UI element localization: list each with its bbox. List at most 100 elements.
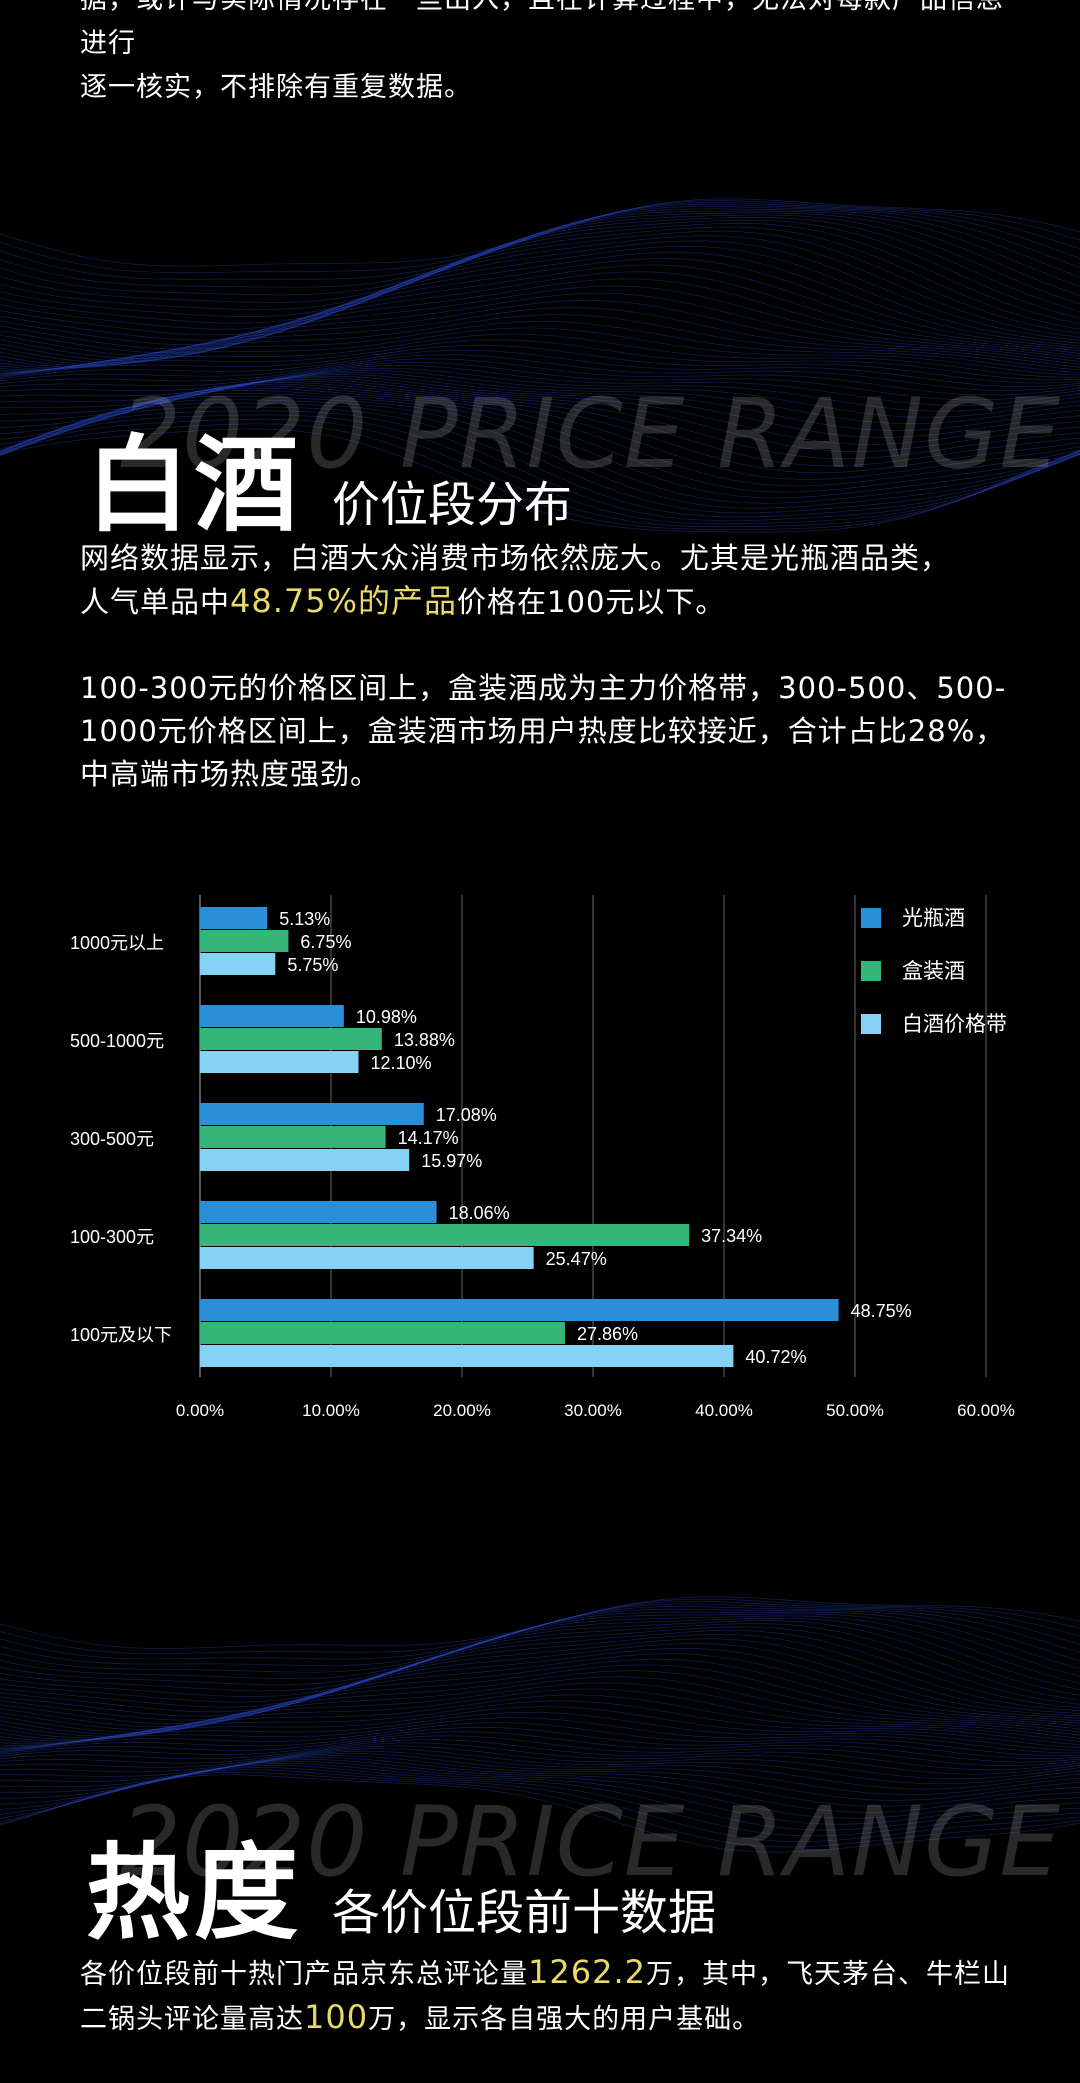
bar (200, 1005, 344, 1027)
section1-watermark: 2020 PRICE RANGE (120, 378, 1062, 490)
section2-text-b: 万，其中，飞天茅台、牛栏山二锅头评论量高达 (80, 1959, 1010, 2035)
wave-line (0, 423, 1080, 530)
wave-line (0, 1603, 1080, 1667)
para1-line-a: 网络数据显示，白酒大众消费市场依然庞大。尤其是光瓶酒品类， (80, 541, 951, 575)
wave-line (0, 377, 1080, 445)
x-tick-label: 20.00% (433, 1401, 491, 1420)
wave-line (0, 333, 1080, 378)
para1-text: 人气单品中 (80, 585, 231, 619)
wave-line (0, 339, 1080, 381)
section1-subtitle: 价位段分布 (332, 477, 573, 533)
category-label: 100元及以下 (70, 1325, 172, 1345)
section2-highlight-1: 1262.2 (528, 1953, 646, 1991)
bar-value-label: 6.75% (300, 932, 351, 952)
wave-line (0, 202, 1080, 280)
wave-line (0, 219, 1080, 336)
wave-line (0, 406, 1080, 518)
wave-line (0, 1706, 1080, 1750)
bar (200, 1149, 410, 1171)
wave-line (0, 1726, 1080, 1760)
section2-subtitle: 各价位段前十数据 (332, 1885, 717, 1941)
wave-line (0, 222, 1080, 341)
wave-line (0, 414, 1080, 525)
bar-value-label: 37.34% (701, 1226, 762, 1246)
wave-line (0, 383, 1080, 474)
wave-line (0, 226, 1080, 346)
bar (200, 1224, 690, 1246)
para1-line-b: 人气单品中48.75%的产品价格在100元以下。 (80, 580, 1020, 624)
wave-line (0, 390, 1080, 493)
wave-line (0, 402, 1080, 514)
section1-paragraph-2: 100-300元的价格区间上，盒装酒成为主力价格带，300-500、500-10… (80, 671, 1007, 791)
wave-line (0, 1642, 1080, 1731)
wave-line (0, 385, 1080, 480)
wave-line (0, 392, 1080, 499)
wave-line (0, 410, 1080, 521)
wave-line (0, 1623, 1080, 1713)
wave-line (0, 1682, 1080, 1743)
legend-swatch (861, 1014, 881, 1034)
wave-line (0, 1753, 1080, 1795)
bar-value-label: 15.97% (421, 1151, 482, 1171)
wave-line (0, 327, 1080, 376)
wave-line (0, 374, 1080, 431)
wave-line (0, 1745, 1080, 1780)
bar (200, 1345, 734, 1367)
wave-line (0, 278, 1080, 368)
section2-highlight-2: 100 (304, 1998, 369, 2036)
wave-line (0, 200, 1080, 274)
x-tick-label: 60.00% (957, 1401, 1015, 1420)
wave-line (0, 1766, 1080, 1837)
price-range-bar-chart: 0.00% 10.00% 20.00% 30.00% 40.00% 50.00% 60.00… (70, 895, 1015, 1420)
wave-line (0, 1630, 1080, 1721)
wave-line (0, 307, 1080, 372)
bar (200, 930, 289, 952)
section1-paragraph-1: 网络数据显示，白酒大众消费市场依然庞大。尤其是光瓶酒品类， 人气单品中48.75… (80, 537, 1020, 624)
wave-line (0, 1676, 1080, 1742)
wave-line (0, 364, 1080, 406)
wave-line (0, 320, 1080, 374)
intro-line-2: 逐一核实，不排除有重复数据。 (80, 72, 472, 103)
wave-line (0, 395, 1080, 504)
wave-line (0, 1764, 1080, 1831)
wave-line (0, 380, 1080, 460)
wave-line (0, 240, 1080, 357)
wave-line (0, 1688, 1080, 1745)
wave-line (0, 251, 1080, 362)
bar (200, 953, 276, 975)
wave-line (0, 1717, 1080, 1754)
bar (200, 1322, 565, 1344)
bar (200, 1247, 534, 1269)
wave-line (0, 418, 1080, 528)
wave-line (0, 1647, 1080, 1733)
wave-line (0, 1617, 1080, 1703)
legend-swatch (861, 908, 881, 928)
wave-line (0, 1711, 1080, 1751)
x-tick-label: 10.00% (302, 1401, 360, 1420)
section2-paragraph: 各价位段前十热门产品京东总评论量1262.2万，其中，飞天茅台、牛栏山二锅头评论… (80, 1951, 1020, 2041)
wave-line (0, 372, 1080, 425)
wave-line (0, 264, 1080, 365)
wave-line (0, 1664, 1080, 1739)
wave-line (0, 344, 1080, 384)
section1-heading: 白酒 价位段分布 (86, 400, 572, 551)
wave-line (0, 299, 1080, 371)
wave-line (0, 1670, 1080, 1741)
para1-highlight: 48.75%的产品 (230, 582, 458, 620)
legend-swatch (861, 961, 881, 981)
wave-line (0, 1735, 1080, 1767)
wave-line (0, 204, 1080, 288)
bar (200, 1126, 386, 1148)
wave-line (0, 1653, 1080, 1735)
wave-line (0, 235, 1080, 354)
para1-text-end: 价格在100元以下。 (457, 585, 726, 619)
wave-line (0, 1755, 1080, 1801)
wave-line (0, 1760, 1080, 1819)
bar-value-label: 14.17% (398, 1128, 459, 1148)
wave-line (0, 1739, 1080, 1771)
wave-line (0, 1611, 1080, 1686)
wave-line (0, 1608, 1080, 1679)
bar-value-label: 12.10% (371, 1053, 432, 1073)
wave-line (0, 1722, 1080, 1757)
wave-line (0, 358, 1080, 396)
